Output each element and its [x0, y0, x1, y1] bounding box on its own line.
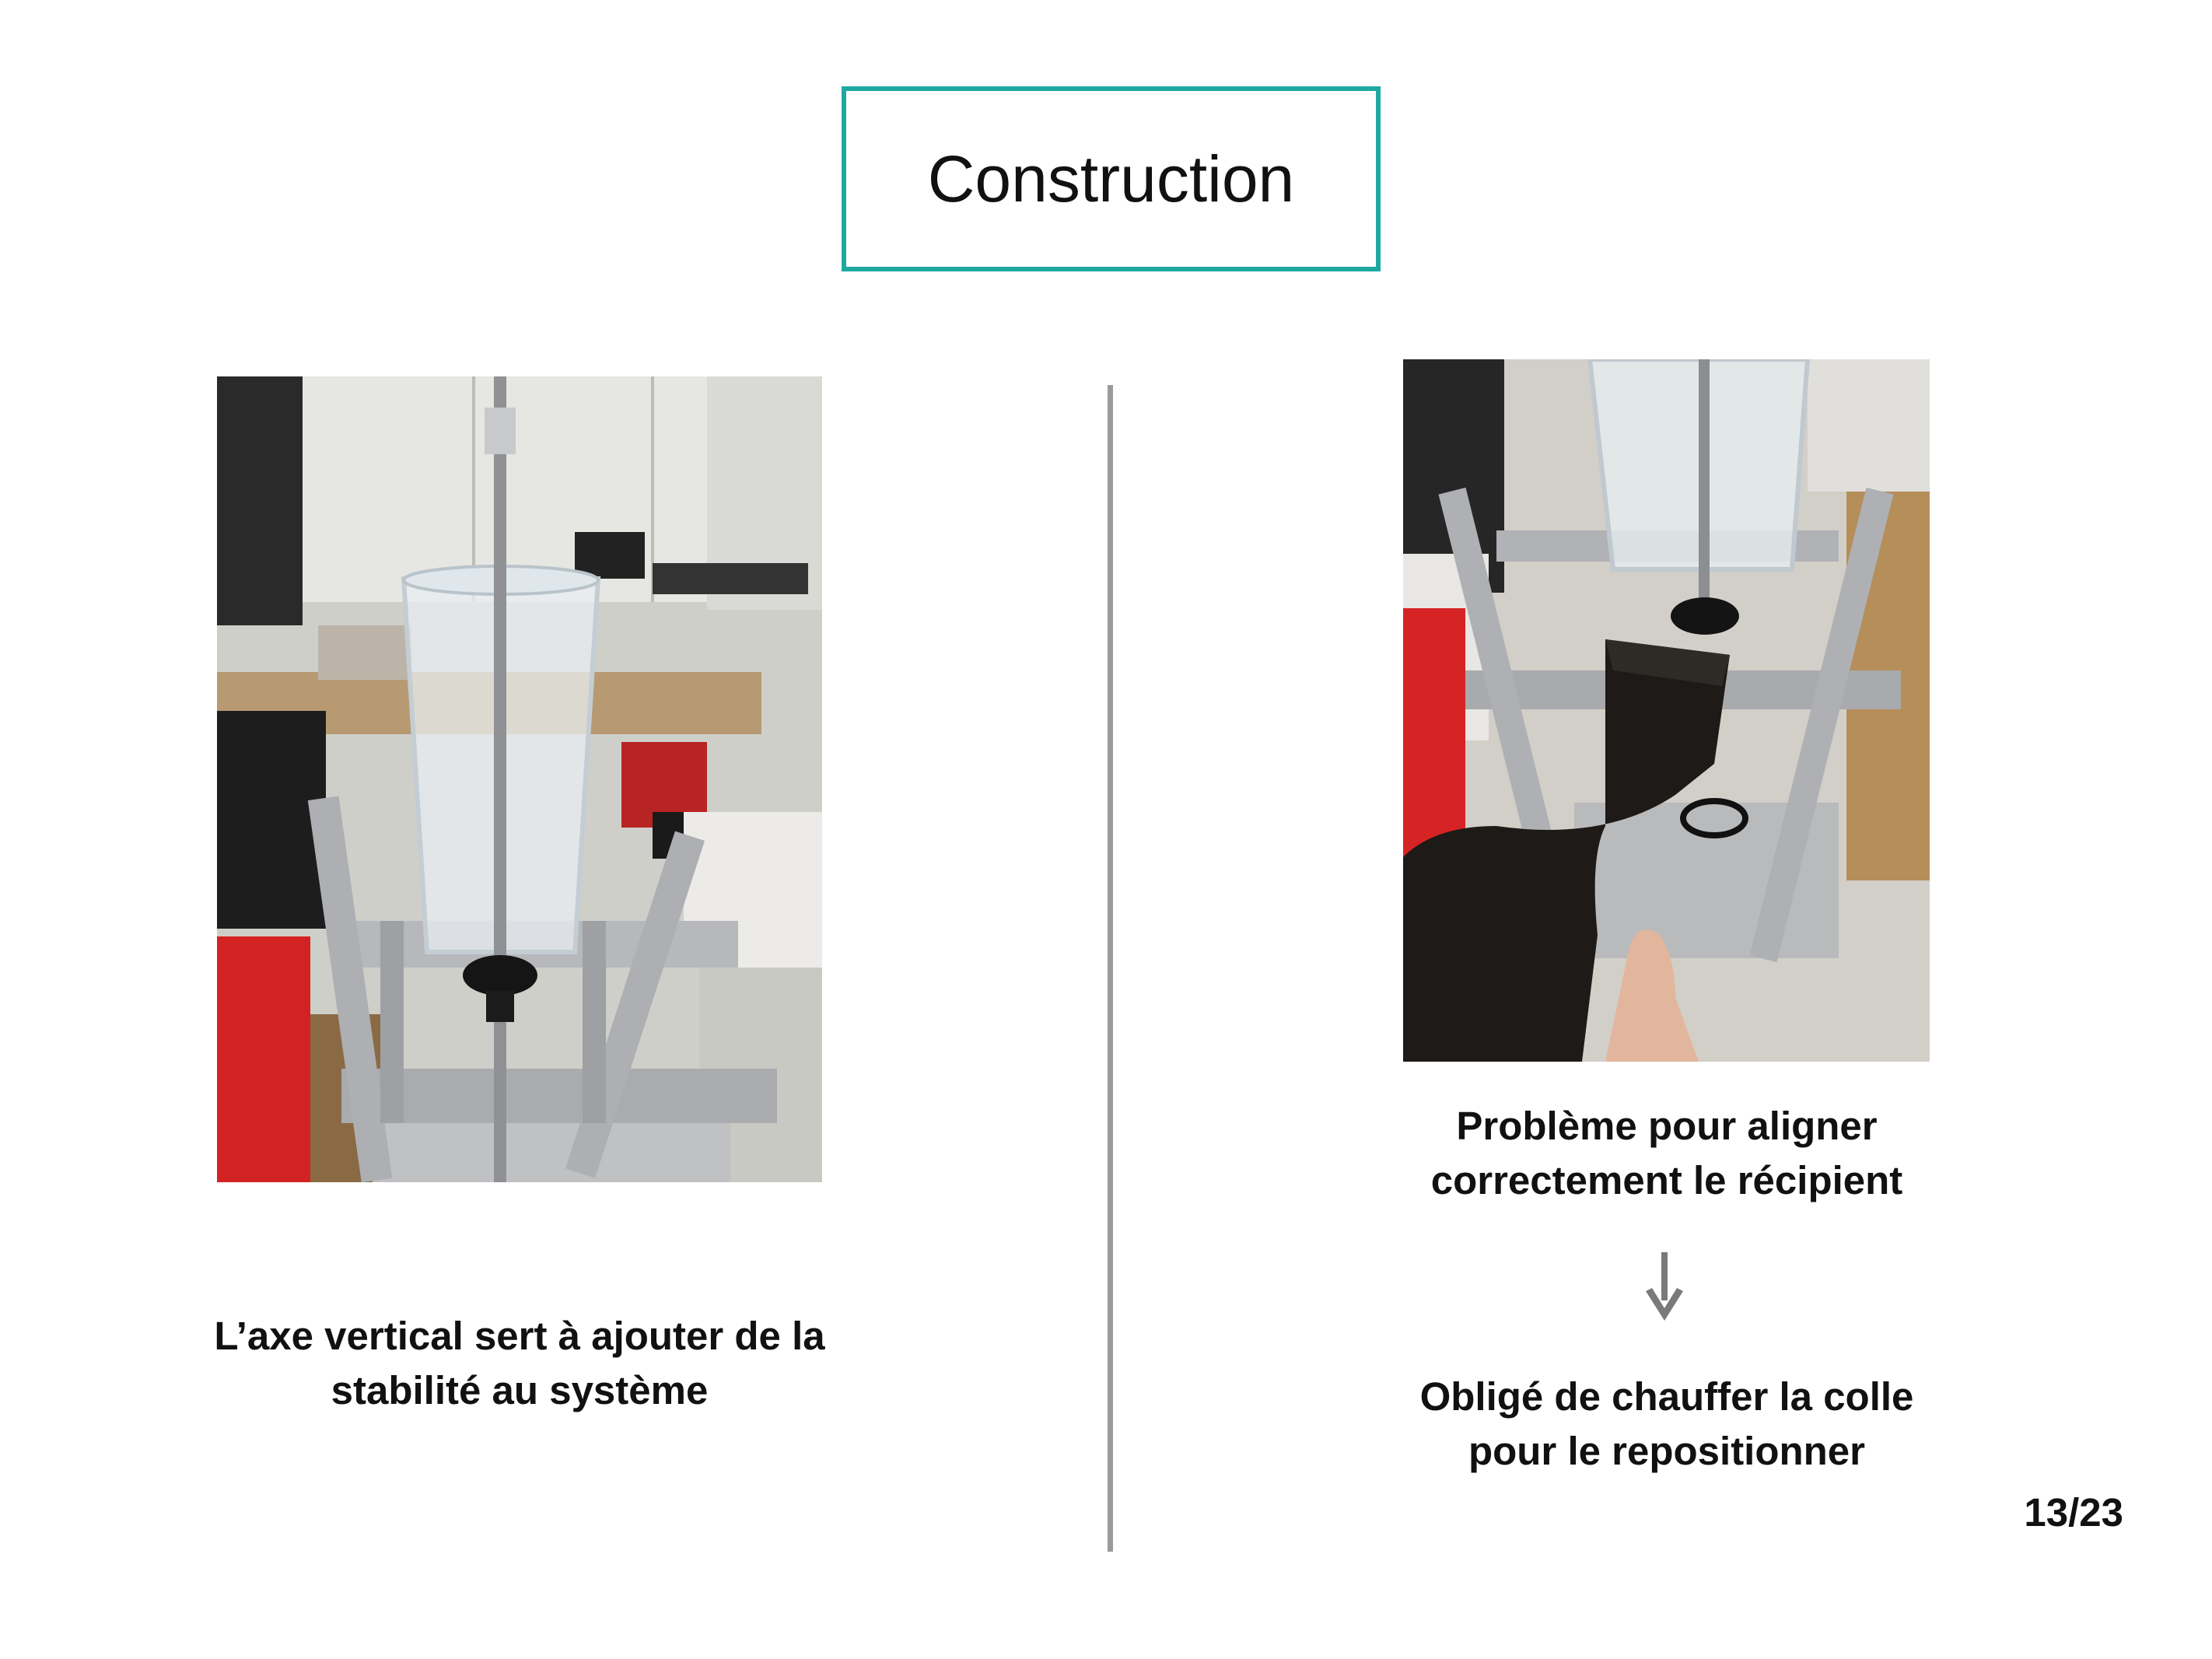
- problem-caption-line: Problème pour aligner: [1456, 1104, 1878, 1148]
- page-number: 13/23: [2024, 1490, 2123, 1535]
- photo-axis-icon: [217, 376, 822, 1182]
- problem-caption: Problème pour aligner correctement le ré…: [1278, 1099, 2056, 1208]
- slide-title: Construction: [927, 142, 1295, 215]
- problem-caption-line: correctement le récipient: [1430, 1158, 1903, 1202]
- left-caption-line: L’axe vertical sert à ajouter de la: [214, 1314, 825, 1358]
- vertical-divider: [1108, 385, 1113, 1552]
- left-caption-line: stabilité au système: [331, 1368, 709, 1412]
- solution-caption-line: pour le repositionner: [1468, 1429, 1866, 1473]
- solution-caption-line: Obligé de chauffer la colle: [1419, 1374, 1914, 1419]
- left-caption: L’axe vertical sert à ajouter de la stab…: [131, 1309, 908, 1418]
- photo-heat-gun-icon: [1403, 359, 1930, 1062]
- solution-caption: Obligé de chauffer la colle pour le repo…: [1278, 1370, 2056, 1479]
- arrow-down-icon: [1643, 1252, 1686, 1322]
- title-box: Construction: [842, 86, 1381, 271]
